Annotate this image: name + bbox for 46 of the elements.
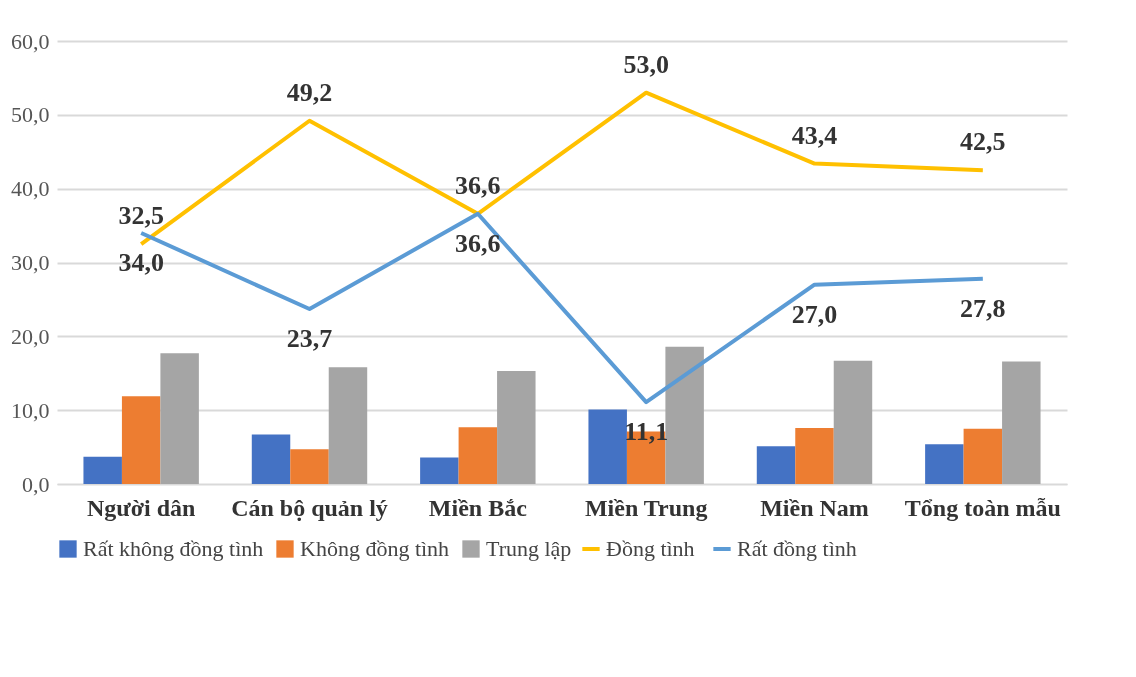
bar	[328, 367, 368, 484]
bar	[251, 434, 291, 484]
data-label: 53,0	[623, 49, 669, 79]
data-label: 42,5	[960, 127, 1006, 157]
bar	[497, 371, 536, 484]
x-tick-label: Người dân	[86, 494, 196, 521]
data-label: 43,4	[791, 120, 838, 150]
legend-label: Trung lập	[486, 536, 572, 561]
data-label: 36,6	[455, 228, 501, 258]
bar	[925, 444, 964, 484]
bar	[963, 428, 1003, 484]
y-tick-label: 20,0	[11, 323, 50, 349]
bar	[833, 360, 873, 484]
legend-label: Đồng tình	[606, 536, 695, 561]
data-label: 49,2	[286, 77, 333, 107]
bar	[420, 457, 459, 484]
bar	[160, 353, 199, 484]
x-tick-label: Cán bộ quản lý	[231, 494, 388, 521]
bar	[121, 396, 161, 484]
legend-label: Rất đồng tình	[737, 536, 857, 561]
legend-label: Rất không đồng tình	[83, 536, 264, 561]
y-tick-label: 40,0	[11, 176, 50, 202]
y-tick-label: 30,0	[11, 250, 50, 275]
data-label: 23,7	[286, 324, 333, 354]
bar	[588, 409, 627, 484]
data-label: 27,0	[791, 299, 838, 329]
x-tick-label: Miền Nam	[760, 494, 869, 521]
y-tick-label: 50,0	[11, 102, 50, 128]
y-tick-label: 10,0	[11, 397, 50, 423]
bar	[795, 427, 834, 484]
y-tick-label: 60,0	[11, 28, 50, 54]
bar	[458, 427, 498, 484]
x-tick-label: Miền Bắc	[428, 494, 528, 521]
y-tick-label: 0,0	[22, 471, 50, 497]
bar	[83, 456, 122, 484]
bar	[665, 346, 704, 484]
data-label: 27,8	[960, 293, 1006, 323]
x-tick-label: Miền Trung	[584, 494, 708, 521]
data-label: 36,6	[455, 170, 501, 200]
bar	[290, 449, 329, 484]
bar	[756, 446, 796, 484]
legend-label: Không đồng tình	[300, 536, 450, 561]
x-tick-label: Tổng toàn mẫu	[904, 494, 1061, 521]
data-label: 32,5	[118, 201, 164, 231]
data-label: 34,0	[118, 247, 164, 277]
bar	[1002, 361, 1041, 484]
